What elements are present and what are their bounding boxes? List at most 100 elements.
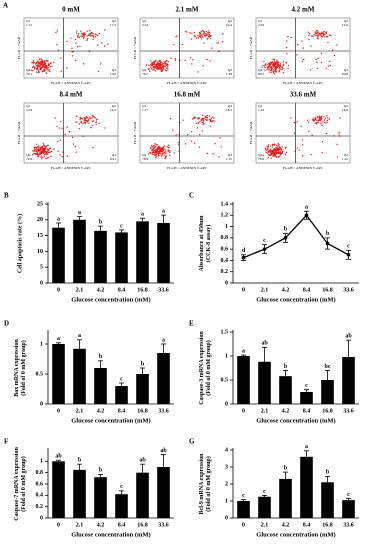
event-dot: [148, 64, 150, 67]
event-dot: [39, 67, 42, 70]
event-dot: [81, 35, 84, 38]
event-dot: [49, 71, 51, 73]
event-dot: [278, 146, 281, 148]
event-dot: [161, 63, 163, 66]
significance-letter: a: [162, 337, 165, 343]
event-dot: [267, 148, 270, 150]
event-dot: [273, 148, 275, 151]
event-dot: [83, 32, 86, 34]
event-dot: [325, 132, 328, 135]
significance-letter: b: [284, 364, 288, 370]
event-dot: [91, 124, 93, 127]
event-dot: [327, 41, 329, 44]
event-dot: [314, 122, 316, 125]
significance-letter: ab: [139, 458, 146, 464]
point: [325, 241, 330, 246]
plot-frame: [255, 102, 351, 164]
event-dot: [160, 69, 163, 71]
event-dot: [285, 146, 287, 148]
event-dot: [161, 152, 163, 155]
event-dot: [38, 58, 41, 61]
event-dot: [50, 62, 52, 64]
bar: [237, 501, 250, 518]
y-axis-label: FL3-H :: 7AAD: [133, 121, 137, 144]
event-dot: [193, 142, 196, 144]
event-dot: [78, 127, 81, 130]
event-dot: [199, 120, 201, 123]
event-dot: [191, 118, 194, 120]
event-dot: [320, 35, 322, 37]
significance-letter: c: [347, 244, 350, 250]
event-dot: [270, 71, 272, 74]
event-dot: [319, 119, 322, 122]
event-dot: [32, 69, 34, 72]
event-dot: [68, 130, 71, 133]
event-dot: [163, 68, 165, 70]
event-dot: [197, 118, 199, 120]
event-dot: [152, 145, 154, 147]
x-axis-label: FL4-H :: ANNEXIN V-APC: [167, 81, 208, 85]
event-dot: [162, 148, 164, 151]
event-dot: [46, 152, 48, 154]
event-dot: [276, 149, 278, 151]
event-dot: [278, 147, 281, 149]
event-dot: [316, 29, 318, 32]
event-dot: [83, 121, 85, 124]
event-dot: [277, 142, 280, 145]
event-dot: [33, 68, 36, 70]
quadrant-name: Q2: [228, 104, 233, 108]
event-dot: [156, 68, 158, 70]
event-dot: [33, 148, 36, 150]
event-dot: [75, 32, 78, 34]
event-dot: [272, 155, 274, 157]
quadrant-value: 18.2: [226, 108, 232, 112]
event-dot: [38, 71, 40, 73]
event-dot: [166, 59, 168, 62]
x-tick-label: 8.4: [303, 408, 311, 414]
event-dot: [321, 124, 323, 127]
event-dot: [181, 43, 184, 46]
x-tick-label: 0: [242, 522, 245, 528]
event-dot: [267, 65, 270, 68]
quadrant-name: Q3: [344, 153, 349, 157]
y-axis-label: FL3-H :: 7AAD: [249, 121, 253, 144]
event-dot: [78, 36, 81, 39]
y-axis-label: (Fold of 0 mM group): [205, 456, 212, 512]
event-dot: [165, 152, 167, 155]
significance-letter: b: [326, 470, 330, 476]
event-dot: [167, 60, 170, 63]
event-dot: [274, 154, 277, 157]
event-dot: [327, 65, 330, 67]
event-dot: [166, 63, 169, 65]
event-dot: [163, 61, 165, 63]
event-dot: [328, 34, 331, 36]
y-tick-label: 1: [40, 341, 43, 347]
x-tick-label: 0: [242, 287, 245, 293]
y-tick-label: 0.6: [36, 481, 44, 487]
event-dot: [197, 122, 200, 124]
event-dot: [279, 153, 282, 156]
event-dot: [268, 62, 270, 65]
event-dot: [149, 70, 151, 72]
event-dot: [86, 120, 89, 123]
event-dot: [48, 67, 50, 69]
event-dot: [287, 65, 290, 67]
event-dot: [47, 151, 50, 154]
event-dot: [261, 66, 263, 68]
x-tick-label: 0: [242, 408, 245, 414]
significance-letter: a: [162, 208, 165, 214]
event-dot: [88, 122, 90, 124]
event-dot: [66, 126, 68, 129]
bar: [136, 472, 149, 518]
event-dot: [160, 62, 162, 64]
event-dot: [89, 29, 91, 32]
y-tick-label: 0: [225, 401, 228, 407]
y-axis-label: FL3-H :: 7AAD: [17, 121, 21, 144]
event-dot: [91, 114, 94, 117]
event-dot: [40, 68, 42, 71]
event-dot: [197, 117, 199, 119]
event-dot: [74, 59, 77, 62]
quadrant-name: Q1: [258, 104, 263, 108]
event-dot: [199, 32, 201, 34]
event-dot: [167, 149, 169, 151]
